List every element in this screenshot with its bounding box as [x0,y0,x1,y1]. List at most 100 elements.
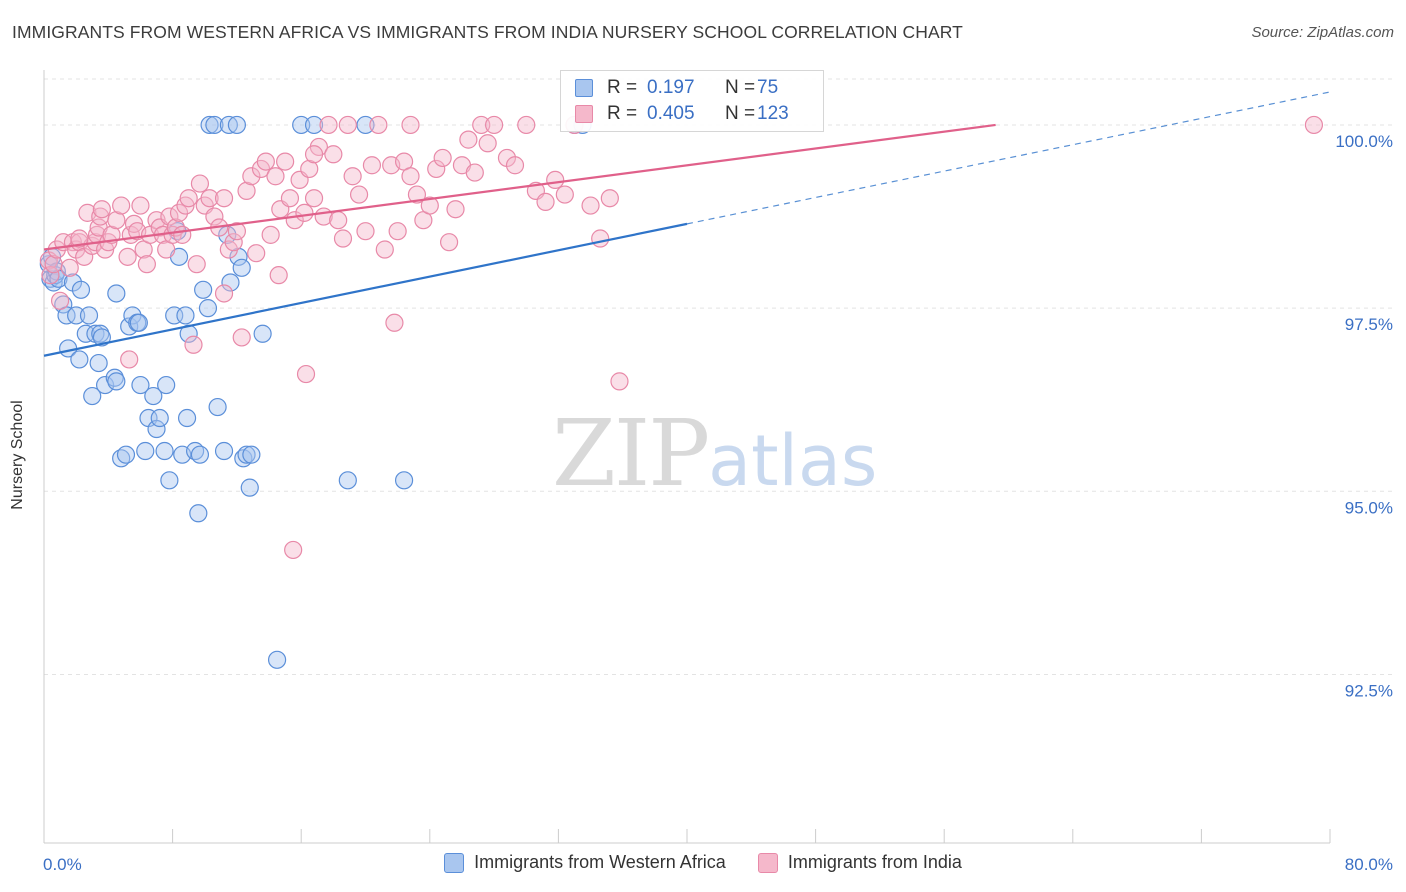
western-africa-point [71,280,91,299]
western-africa-point [227,115,246,135]
tick-labels: 92.5% 95.0% 97.5% 100.0% 0.0% 80.0% [43,132,1393,874]
india-point [610,372,629,391]
watermark-atlas: atlas [708,420,878,502]
western-africa-point [214,441,234,461]
india-point [401,167,420,186]
y-tick-label: 100.0% [1335,132,1393,151]
india-point [338,115,357,135]
stats-legend: R = 0.197 N = 75 R = 0.405 N = 123 [560,70,824,132]
india-point [555,185,574,204]
legend-r-value: 0.197 [647,77,695,98]
x-tick-label: 80.0% [1345,855,1393,874]
x-tick-label: 0.0% [43,855,82,874]
western-africa-point [190,445,210,464]
axis-layer [43,70,1331,844]
legend-n-label: N = [725,103,756,124]
india-point [295,203,314,222]
legend-swatch-india [575,105,593,123]
india-point [200,189,219,208]
western-africa-point [150,408,169,428]
legend-n-value: 75 [757,77,779,98]
india-point [131,196,150,215]
india-point [92,200,111,219]
india-point [242,167,261,186]
india-point [160,207,179,226]
india-point [112,196,131,215]
india-point [319,115,338,135]
india-point [591,229,610,248]
y-tick-label: 97.5% [1345,315,1393,334]
legend-r-value: 0.405 [647,103,695,124]
india-point [536,192,555,211]
india-point [137,255,156,274]
western-africa-point [160,471,179,490]
india-point [50,291,70,310]
legend-item-western-africa[interactable]: Immigrants from Western Africa [444,852,726,873]
india-point [41,266,60,285]
western-africa-point [92,328,111,347]
india-point [427,159,446,179]
western-africa-point [147,419,166,439]
india-point [266,167,285,186]
source-label: Source: ZipAtlas.com [1251,24,1394,41]
india-point [261,225,280,244]
western-africa-point [70,350,89,369]
chart-title: IMMIGRANTS FROM WESTERN AFRICA VS IMMIGR… [12,22,963,42]
western-africa-point [144,386,163,406]
western-africa-point [267,650,287,669]
india-point [190,174,210,193]
watermark-zip: ZIP [552,400,710,507]
legend-item-india[interactable]: Immigrants from India [757,852,962,873]
india-point [343,167,362,186]
india-point [232,328,251,347]
western-africa-point [394,471,414,490]
legend-row-india: R = 0.405 N = 123 [575,102,789,126]
y-tick-label: 92.5% [1345,681,1393,700]
india-point [333,229,353,248]
western-africa-point [107,284,126,303]
india-point [214,284,234,303]
india-point [1304,115,1324,135]
western-africa-point [79,306,99,325]
india-point [478,134,497,153]
legend-swatch-western-africa [575,79,593,97]
india-point [362,156,382,175]
india-point [169,203,189,222]
western-africa-point [242,445,261,464]
western-africa-point [356,115,375,135]
series-india-points [39,115,1324,560]
india-point [304,145,324,164]
legend-n-label: N = [725,77,756,98]
western-africa-point [107,372,126,391]
india-point [329,211,348,230]
india-point [385,313,404,332]
legend-swatch-western-africa [444,852,465,873]
india-point [324,145,343,164]
western-africa-point [200,115,219,135]
india-point [256,152,275,171]
western-africa-point [177,408,197,428]
india-point [388,222,407,241]
india-point [284,540,303,560]
legend-r-label: R = [607,77,638,98]
india-point [227,222,246,241]
india-point [184,335,203,354]
y-axis-label: Nursery School [9,400,26,510]
india-point [296,364,316,384]
legend-row-western-africa: R = 0.197 N = 75 [575,76,778,100]
western-africa-point [67,306,86,325]
western-africa-point [292,115,311,135]
india-point [70,229,89,248]
western-africa-point [189,504,208,523]
india-point [120,350,139,369]
western-africa-point [129,313,148,332]
legend-label-india: Immigrants from India [787,852,962,872]
legend-swatch-india [757,852,778,873]
india-point [446,200,465,219]
india-point [276,152,295,171]
india-point [237,181,256,200]
india-point [187,255,206,274]
india-point [420,196,439,215]
india-point [224,233,243,252]
india-point [459,130,478,149]
